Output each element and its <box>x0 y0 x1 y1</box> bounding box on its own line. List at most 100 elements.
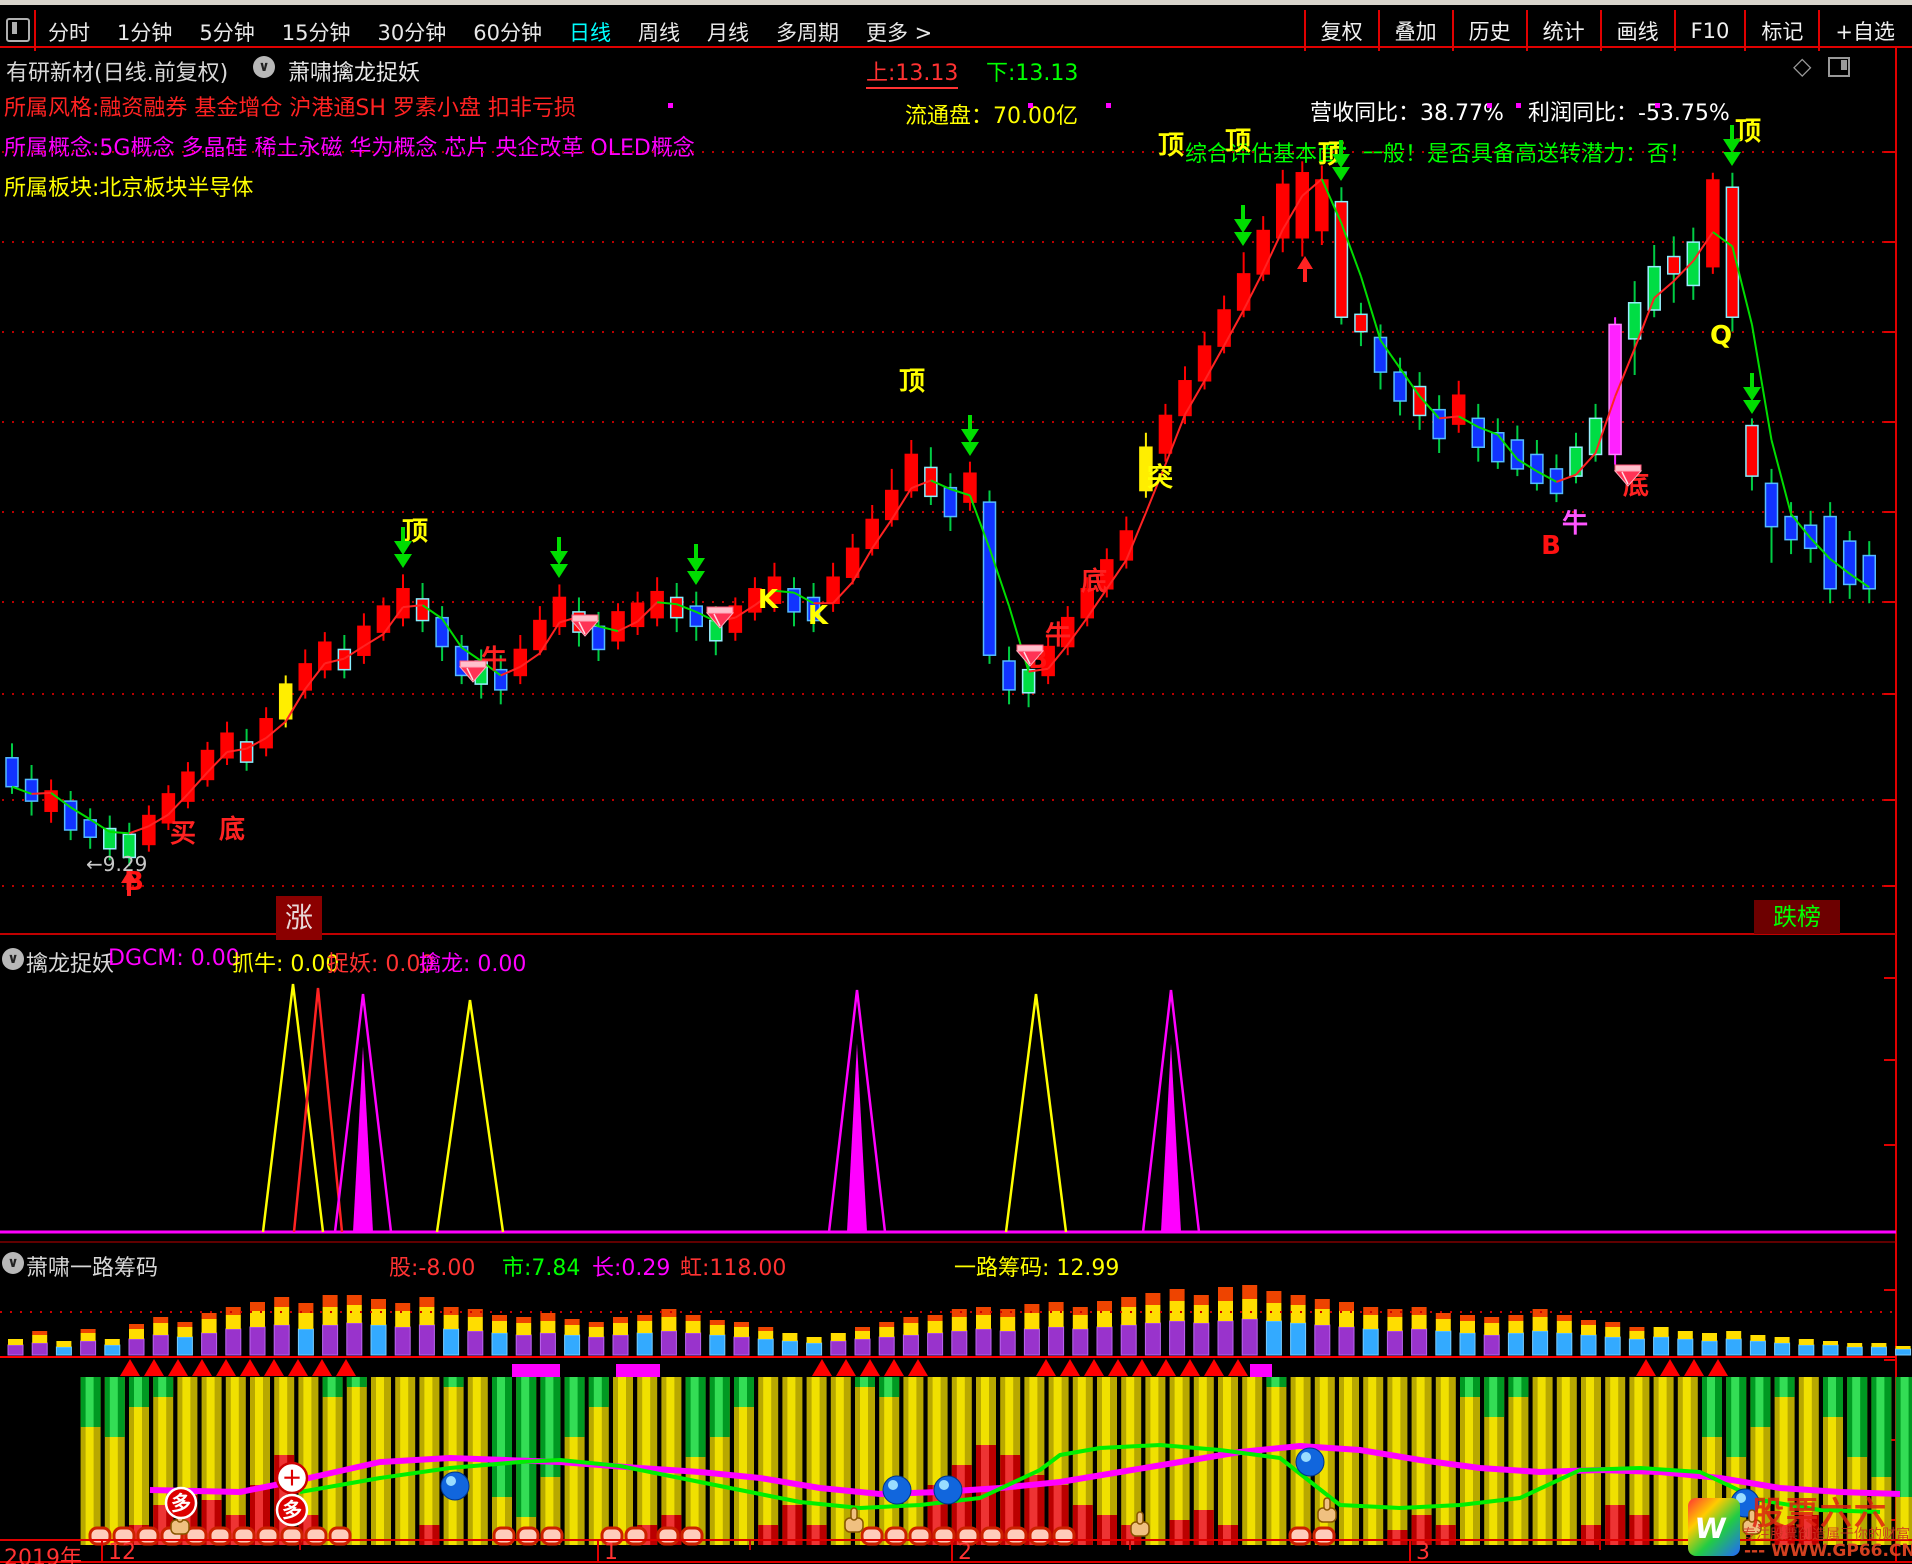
window-icon[interactable] <box>6 18 30 42</box>
candle <box>982 501 997 656</box>
chip-col-hl <box>1537 1377 1546 1545</box>
period-menu-item[interactable]: 1分钟 <box>117 21 173 45</box>
diamond-icon[interactable]: ◇ <box>1793 52 1812 80</box>
chip-bar-mid <box>1653 1327 1669 1337</box>
cost-line-magenta <box>149 1443 1901 1497</box>
chip-col-red-hl <box>1198 1510 1207 1545</box>
candle <box>1236 273 1251 311</box>
period-menu-item[interactable]: 30分钟 <box>377 21 447 45</box>
period-menu-item[interactable]: 5分钟 <box>199 21 255 45</box>
collapse-icon-main[interactable]: ∨ <box>253 56 275 78</box>
chip-bar-base <box>806 1342 823 1356</box>
chip-col-green-hl <box>134 1377 142 1407</box>
ma-line <box>324 657 345 665</box>
candle <box>1354 313 1368 333</box>
tool-menu-item[interactable]: 标记 <box>1744 10 1818 51</box>
chip-bar-base <box>1314 1324 1331 1356</box>
chip-col-green-hl <box>109 1377 118 1437</box>
decor-dot <box>1106 103 1111 108</box>
period-menu-item[interactable]: 周线 <box>637 21 680 45</box>
ma-line <box>1809 537 1831 560</box>
chip-bar-base <box>1604 1336 1621 1356</box>
candle <box>1745 424 1759 477</box>
ma-line <box>109 830 130 835</box>
candle <box>669 596 684 619</box>
duo-badge: 多 <box>164 1486 198 1520</box>
period-menu-item[interactable]: 15分钟 <box>281 21 351 45</box>
chip-col-hl <box>932 1377 941 1545</box>
chip-bar-base <box>394 1326 411 1356</box>
chip-bar-base <box>636 1332 653 1356</box>
chip-bar-mid <box>1290 1305 1306 1323</box>
chart-label: 牛 <box>481 645 507 675</box>
fall-list-badge[interactable]: 跌榜 <box>1754 900 1840 934</box>
ma-line <box>1047 643 1069 670</box>
chip-bar-mid <box>250 1311 265 1327</box>
chip-bar-mid <box>1121 1307 1137 1325</box>
chip-bar-mid <box>1702 1333 1717 1341</box>
ma-line <box>754 589 776 606</box>
candle <box>865 518 879 550</box>
window-top-strip <box>0 0 1912 5</box>
chip-bar-mid <box>1532 1317 1548 1331</box>
panel-layout-icon[interactable] <box>1828 57 1850 77</box>
chip-bar-mid <box>201 1319 217 1333</box>
tool-menu-item[interactable]: 叠加 <box>1377 10 1452 51</box>
tool-menu-item[interactable]: 历史 <box>1451 10 1526 51</box>
chip-col-hl <box>206 1377 215 1545</box>
chip-bar-mid <box>637 1321 653 1333</box>
chip-col-hl <box>690 1377 699 1545</box>
ma-line <box>1399 367 1421 397</box>
chip-bar-mid <box>588 1327 604 1337</box>
chip-col-hl <box>1658 1377 1667 1545</box>
collapse-icon-panel3[interactable]: ∨ <box>2 1252 24 1274</box>
chip-col-green-hl <box>1271 1377 1280 1387</box>
chip-col-red-hl <box>1392 1530 1401 1545</box>
candle <box>1823 515 1837 590</box>
chart-label: 底 <box>1081 566 1107 597</box>
ma-line <box>50 792 72 809</box>
period-menu-item[interactable]: 日线 <box>568 21 611 45</box>
tool-menu-item[interactable]: 复权 <box>1303 10 1378 51</box>
candle <box>1706 179 1720 268</box>
fundamental-assessment: 综合评估基本面：一般！是否具备高送转潜力：否！ <box>1185 142 1692 167</box>
candle <box>220 732 234 759</box>
ma-line <box>539 621 561 654</box>
period-menu-item[interactable]: 更多 > <box>865 21 933 45</box>
chip-bar-base <box>951 1330 968 1356</box>
chip-bar-mid <box>1411 1315 1427 1329</box>
candle <box>24 778 39 802</box>
chip-bar-mid <box>540 1321 556 1333</box>
chip-bar-base <box>1217 1320 1234 1356</box>
chip-bar-top <box>371 1299 386 1309</box>
tool-menu-item[interactable]: +自选 <box>1818 10 1910 51</box>
indicator-value: 股:-8.00 <box>389 1256 476 1281</box>
tool-menu-item[interactable]: F10 <box>1673 10 1745 51</box>
candle <box>1842 540 1857 586</box>
period-menu-item[interactable]: 多周期 <box>775 21 839 45</box>
tool-menu-item[interactable]: 统计 <box>1525 10 1600 51</box>
chip-bar-mid <box>1726 1331 1742 1339</box>
signal-triangle <box>240 1359 260 1376</box>
tool-menu-item[interactable]: 画线 <box>1599 10 1674 51</box>
chip-bar-mid <box>1629 1331 1645 1339</box>
ma-line <box>636 601 658 623</box>
chip-bar-base <box>1798 1344 1815 1356</box>
hand-icon <box>1742 1509 1762 1535</box>
period-menu-item[interactable]: 月线 <box>706 21 749 45</box>
sphere-marker <box>933 1475 963 1505</box>
collapse-icon-panel2[interactable]: ∨ <box>2 948 24 970</box>
chip-bar-top <box>1460 1315 1475 1321</box>
ma-line <box>1223 309 1245 347</box>
period-menu-item[interactable]: 分时 <box>48 21 90 45</box>
spike-outline <box>333 993 393 1233</box>
chip-bar-mid <box>516 1323 532 1335</box>
candle <box>689 605 703 628</box>
limit-up-arch <box>680 1526 704 1546</box>
rise-list-badge[interactable]: 涨 <box>276 896 322 940</box>
ma-line <box>890 487 913 520</box>
ma-line <box>1418 395 1440 419</box>
chip-bar-base <box>152 1334 169 1356</box>
axis-month-label: 3 <box>1416 1540 1430 1564</box>
period-menu-item[interactable]: 60分钟 <box>473 21 542 45</box>
